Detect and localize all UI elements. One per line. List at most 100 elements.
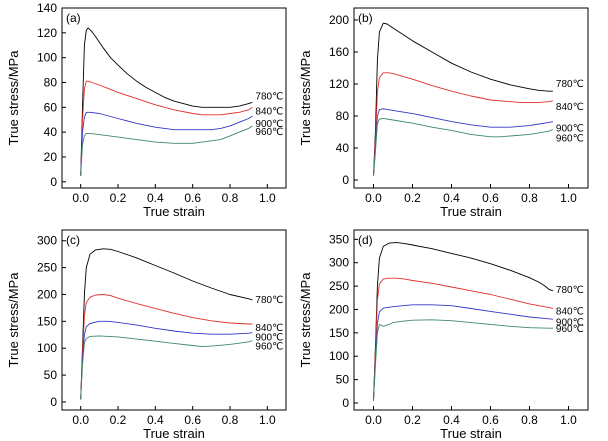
x-tick-label: 1.0 — [259, 191, 276, 205]
series-line-780 — [373, 22, 553, 177]
y-tick-label: 60 — [44, 100, 58, 114]
y-tick-label: 80 — [44, 75, 58, 89]
series-line-960 — [80, 125, 253, 176]
plot-frame — [353, 7, 589, 189]
x-tick-label: 0.8 — [521, 191, 538, 205]
y-tick-label: 120 — [37, 26, 57, 40]
y-tick-label: 200 — [37, 287, 57, 301]
series-label: 780℃ — [255, 91, 283, 102]
series-line-840 — [373, 72, 553, 177]
series-line-780 — [373, 242, 554, 401]
plot-frame — [353, 229, 589, 411]
plot-frame — [61, 229, 287, 411]
y-tick-label: 120 — [329, 77, 349, 91]
x-axis-title: True strain — [440, 204, 502, 219]
y-tick-label: 300 — [329, 256, 349, 270]
chart-panel: 0.0 0.2 0.4 0.6 0.8 1.0 0 50 100 150 200 250 300 True… — [6, 229, 287, 441]
x-axis-title: True strain — [440, 426, 502, 441]
plot-frame — [61, 7, 287, 189]
series-label: 780℃ — [255, 295, 283, 306]
y-tick-label: 200 — [329, 13, 349, 27]
x-axis-title: True strain — [143, 426, 205, 441]
series-label: 960℃ — [556, 134, 584, 145]
x-tick-label: 0.8 — [222, 191, 239, 205]
x-tick-label: 0.0 — [365, 413, 382, 427]
series-label: 840℃ — [556, 307, 584, 318]
series-label: 780℃ — [556, 285, 584, 296]
x-tick-label: 0.4 — [443, 413, 460, 427]
y-axis-title: True stress/MPa — [298, 272, 313, 368]
y-tick-label: 20 — [44, 150, 58, 164]
x-tick-label: 0.6 — [184, 413, 201, 427]
x-tick-label: 0.2 — [404, 413, 421, 427]
y-tick-label: 140 — [37, 1, 57, 15]
y-tick-label: 0 — [342, 396, 349, 410]
y-tick-label: 300 — [37, 234, 57, 248]
x-tick-label: 0.4 — [443, 191, 460, 205]
x-tick-label: 0.4 — [147, 191, 164, 205]
y-tick-label: 100 — [37, 51, 57, 65]
y-tick-label: 40 — [44, 125, 58, 139]
panel-label: (d) — [358, 233, 373, 247]
series-line-960 — [373, 319, 553, 401]
x-tick-label: 1.0 — [259, 413, 276, 427]
series-label: 840℃ — [255, 323, 283, 334]
y-tick-label: 250 — [329, 279, 349, 293]
panel-label: (a) — [66, 11, 81, 25]
series-label: 900℃ — [556, 124, 584, 135]
x-tick-label: 0.0 — [365, 191, 382, 205]
series-line-900 — [373, 304, 553, 401]
series-line-780 — [80, 248, 253, 400]
y-tick-label: 100 — [329, 349, 349, 363]
panel-label: (c) — [66, 233, 80, 247]
y-tick-label: 50 — [44, 368, 58, 382]
y-tick-label: 50 — [336, 373, 350, 387]
x-tick-label: 0.0 — [72, 413, 89, 427]
x-tick-label: 0.6 — [482, 413, 499, 427]
y-tick-label: 350 — [329, 232, 349, 246]
y-tick-label: 0 — [50, 395, 57, 409]
series-line-900 — [80, 111, 253, 176]
series-label: 960℃ — [255, 342, 283, 353]
series-line-960 — [80, 335, 253, 400]
series-label: 840℃ — [556, 102, 584, 113]
series-label: 900℃ — [255, 119, 283, 130]
chart-panel: 0.0 0.2 0.4 0.6 0.8 1.0 0 40 80 120 160 200 True str… — [298, 7, 589, 219]
series-label: 840℃ — [255, 106, 283, 117]
series-line-780 — [80, 27, 253, 176]
series-line-900 — [80, 320, 253, 400]
chart-panel: 0.0 0.2 0.4 0.6 0.8 1.0 0 50 100 150 200 250 300 350 T… — [298, 229, 589, 441]
panel-label: (b) — [358, 11, 373, 25]
x-tick-label: 0.6 — [482, 191, 499, 205]
x-tick-label: 0.8 — [222, 413, 239, 427]
y-tick-label: 80 — [336, 109, 350, 123]
series-label: 900℃ — [556, 317, 584, 328]
series-line-840 — [373, 277, 554, 401]
y-tick-label: 100 — [37, 341, 57, 355]
y-tick-label: 150 — [37, 314, 57, 328]
y-tick-label: 40 — [336, 141, 350, 155]
y-tick-label: 160 — [329, 45, 349, 59]
series-label: 960℃ — [556, 324, 584, 335]
x-tick-label: 0.2 — [110, 191, 127, 205]
x-tick-label: 0.0 — [72, 191, 89, 205]
x-tick-label: 0.2 — [110, 413, 127, 427]
y-tick-label: 200 — [329, 302, 349, 316]
y-tick-label: 0 — [342, 173, 349, 187]
series-line-840 — [80, 80, 253, 176]
x-tick-label: 0.4 — [147, 413, 164, 427]
x-axis-title: True strain — [143, 204, 205, 219]
y-tick-label: 250 — [37, 261, 57, 275]
y-axis-title: True stress/MPa — [6, 272, 21, 368]
x-tick-label: 0.8 — [521, 413, 538, 427]
series-line-840 — [80, 294, 253, 400]
x-tick-label: 0.6 — [184, 191, 201, 205]
series-label: 960℃ — [255, 127, 283, 138]
x-tick-label: 1.0 — [560, 413, 577, 427]
y-axis-title: True stress/MPa — [298, 50, 313, 146]
y-tick-label: 150 — [329, 326, 349, 340]
x-tick-label: 1.0 — [560, 191, 577, 205]
series-label: 900℃ — [255, 333, 283, 344]
x-tick-label: 0.2 — [404, 191, 421, 205]
